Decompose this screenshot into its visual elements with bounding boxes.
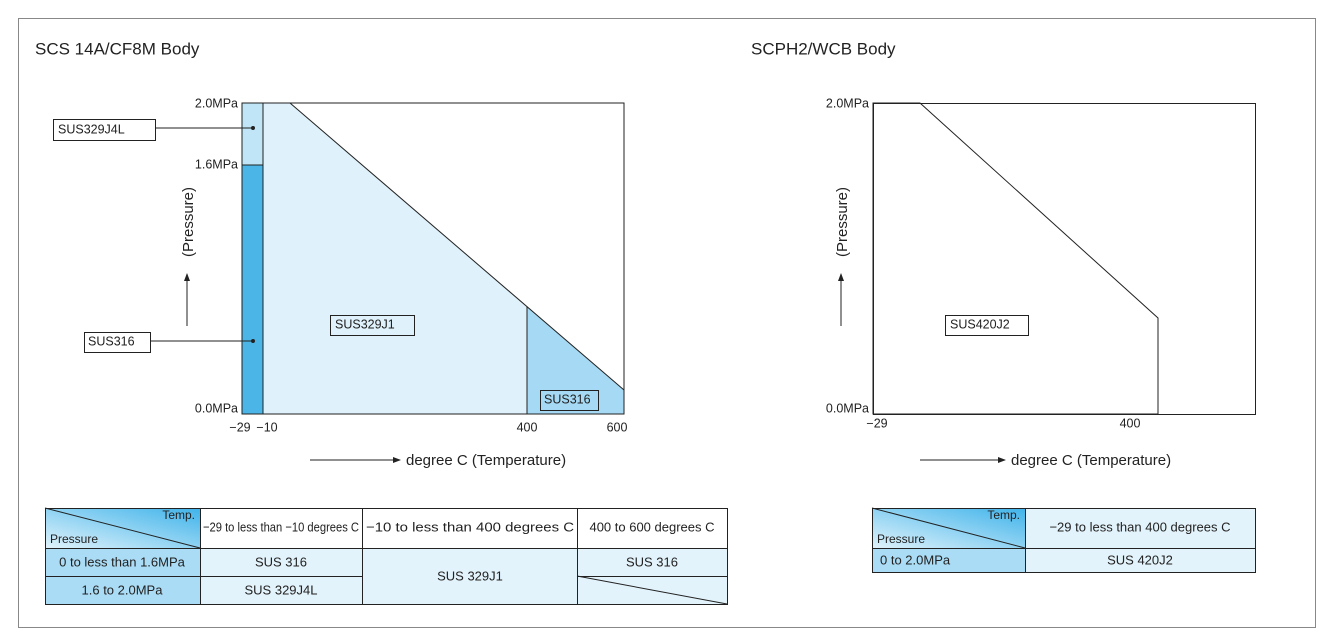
cell	[1025, 548, 1255, 572]
dot	[251, 339, 255, 343]
cell-text: SUS 329J4L	[245, 582, 318, 597]
region	[242, 103, 263, 165]
cell	[1025, 508, 1255, 548]
y-label: 2.0MPa	[826, 96, 869, 110]
left-table: Temp. Pressure −29 to less than −10 degr…	[44, 507, 728, 605]
y-axis-title: (Pressure)	[180, 187, 197, 257]
callout-box	[53, 119, 156, 141]
plot-border	[873, 103, 1256, 415]
callout: SUS329J4L	[58, 122, 125, 136]
boundary	[289, 102, 625, 391]
row-header: 1.6 to 2.0MPa	[82, 582, 164, 597]
header: 400 to 600 degrees C	[589, 519, 714, 534]
corner: Temp.	[162, 508, 195, 522]
header: −10 to less than 400 degrees C	[366, 519, 574, 534]
region	[527, 307, 624, 414]
x-label: 400	[1120, 416, 1141, 430]
y-label: 0.0MPa	[195, 401, 238, 415]
corner: Pressure	[50, 532, 98, 546]
x-axis-title: degree C (Temperature)	[1011, 452, 1171, 469]
region-label: SUS316	[544, 392, 591, 406]
left-chart: SCS 14A/CF8M Body 2.0MPa 1.6MPa 0.0MPa −…	[35, 39, 627, 468]
region-label: SUS420J2	[950, 317, 1010, 331]
header: −29 to less than 400 degrees C	[1049, 519, 1230, 534]
callout-box	[84, 332, 151, 353]
plot-border	[241, 102, 625, 415]
region	[263, 103, 527, 414]
x-label: 600	[607, 420, 628, 434]
region	[242, 165, 263, 414]
corner: Temp.	[987, 508, 1020, 522]
x-label: −10	[256, 420, 277, 434]
header: −29 to less than −10 degrees C	[203, 519, 359, 534]
y-label: 1.6MPa	[195, 157, 238, 171]
cell-text: SUS 329J1	[437, 568, 503, 583]
cell-text: SUS 316	[255, 554, 307, 569]
frame	[18, 18, 1316, 628]
region-box	[330, 315, 415, 336]
x-label: 400	[517, 420, 538, 434]
title: SCS 14A/CF8M Body	[35, 39, 200, 58]
right-chart: SCPH2/WCB Body 2.0MPa 0.0MPa −29 400 (Pr…	[751, 39, 1256, 469]
x-label: −29	[229, 420, 250, 434]
cell	[872, 548, 1025, 572]
plot	[873, 103, 1255, 414]
row-header: 0 to less than 1.6MPa	[59, 554, 186, 569]
corner: Pressure	[877, 532, 925, 546]
dot	[251, 126, 255, 130]
x-axis-title: degree C (Temperature)	[406, 452, 566, 469]
cell-text: SUS 316	[626, 554, 678, 569]
region-box	[540, 390, 599, 411]
cell	[200, 508, 727, 548]
y-label: 0.0MPa	[826, 401, 869, 415]
cell-text: SUS 420J2	[1107, 552, 1173, 567]
y-axis-title: (Pressure)	[834, 187, 851, 257]
region-box	[945, 315, 1029, 336]
callout: SUS316	[88, 334, 135, 348]
y-label: 2.0MPa	[195, 96, 238, 110]
row-header: 0 to 2.0MPa	[880, 552, 951, 567]
x-label: −29	[866, 416, 887, 430]
right-table: Temp. Pressure −29 to less than 400 degr…	[871, 507, 1256, 573]
title: SCPH2/WCB Body	[751, 39, 896, 58]
region-label: SUS329J1	[335, 317, 395, 331]
